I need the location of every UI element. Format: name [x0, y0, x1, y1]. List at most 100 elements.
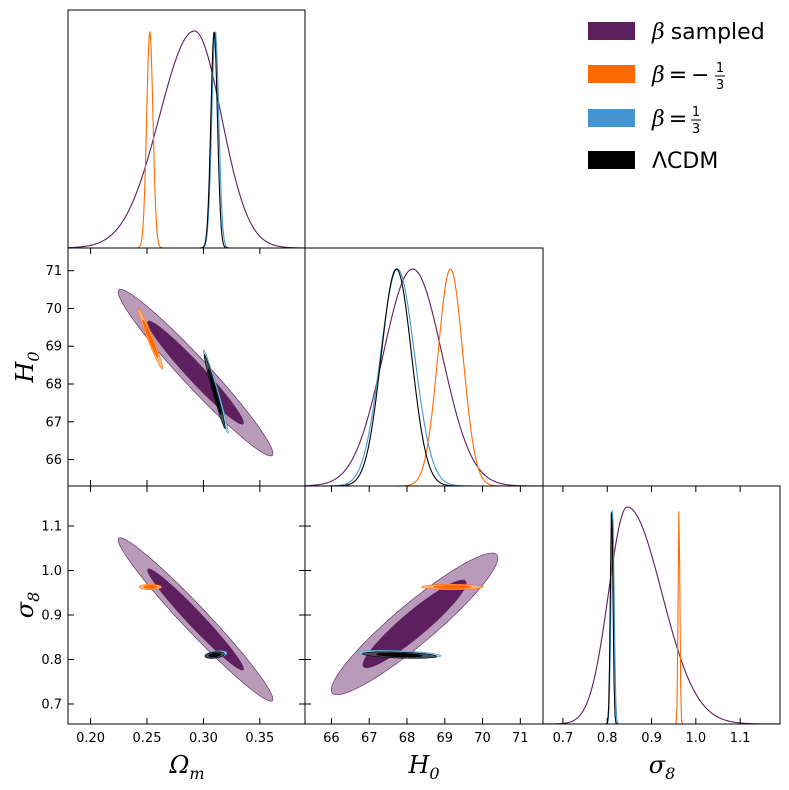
legend-minus: −: [691, 63, 709, 88]
y-tick-label-sigma8-2: 0.9: [41, 609, 62, 624]
axis-title-subscript: 0: [429, 764, 439, 783]
axis-title-subscript: 8: [24, 592, 43, 602]
x-tick-label-omega_m-2: 0.30: [189, 731, 218, 746]
posterior-line-h0-series-3: [305, 268, 543, 486]
y-tick-label-h0-1: 67: [45, 415, 62, 430]
contour-68-series-1: [433, 585, 472, 589]
legend-sampled: sampled: [671, 20, 765, 45]
contour-panel-om_h0: [67, 247, 306, 487]
posterior-line-sigma8-series-2: [543, 510, 780, 724]
legend-beta: β: [651, 20, 665, 45]
posterior-line-h0-series-2: [305, 268, 543, 486]
legend-swatch-3: [588, 151, 635, 169]
axis-title-omega_m: Ωm: [168, 751, 204, 783]
contour-68-series-0: [147, 568, 244, 671]
posterior-line-omega_m-series-2: [68, 30, 305, 248]
panel-frame-sigma8: [542, 485, 781, 725]
legend-fraction-den-1: 3: [716, 78, 724, 93]
x-tick-label-omega_m-0: 0.20: [76, 731, 105, 746]
axis-title-subscript: 8: [665, 764, 675, 783]
x-tick-label-h0-1: 67: [361, 731, 378, 746]
legend-swatch-1: [588, 65, 635, 83]
posterior-line-omega_m-series-0: [68, 30, 305, 248]
posterior-line-sigma8-series-0: [543, 506, 780, 724]
y-tick-label-sigma8-3: 1.0: [41, 564, 62, 579]
contours-om_s8: [117, 537, 274, 702]
axis-title-symbol: H: [407, 751, 430, 779]
y-tick-label-sigma8-1: 0.8: [41, 653, 62, 668]
legend-item-3: ΛCDM: [588, 149, 718, 174]
x-tick-label-sigma8-4: 1.1: [730, 731, 751, 746]
contour-panel-h0_s8: [304, 485, 544, 725]
x-tick-label-omega_m-1: 0.25: [133, 731, 162, 746]
posterior-line-sigma8-series-3: [543, 512, 780, 724]
legend-label-0: β sampled: [651, 20, 765, 45]
posterior-panel-sigma8: [542, 485, 781, 725]
x-tick-label-h0-2: 68: [399, 731, 416, 746]
x-tick-label-sigma8-1: 0.8: [597, 731, 618, 746]
posterior-line-h0-series-0: [305, 268, 543, 486]
axis-title-symbol: Ω: [168, 751, 189, 779]
x-tick-label-sigma8-3: 1.0: [685, 731, 706, 746]
y-tick-label-h0-4: 70: [45, 302, 62, 317]
panel-frame-h0_s8: [304, 485, 544, 725]
posterior-line-sigma8-series-1: [543, 511, 780, 724]
legend-equals: =: [669, 107, 687, 132]
x-tick-label-h0-3: 69: [437, 731, 454, 746]
x-tick-label-h0-0: 66: [323, 731, 340, 746]
contour-68-series-3: [376, 652, 423, 658]
legend-swatch-2: [588, 109, 635, 127]
axis-title-sigma8: σ8: [11, 592, 43, 619]
contour-panel-om_s8: [67, 485, 306, 725]
legend-fraction-den-2: 3: [692, 122, 700, 137]
legend-fraction-num-2: 1: [692, 105, 700, 120]
y-tick-label-h0-2: 68: [45, 378, 62, 393]
legend-swatch-0: [588, 22, 635, 40]
y-tick-label-sigma8-4: 1.1: [41, 520, 62, 535]
legend-item-1: β = −13: [588, 61, 725, 93]
y-tick-label-h0-0: 66: [45, 453, 62, 468]
contour-68-series-3: [208, 652, 221, 658]
contour-68-series-0: [147, 320, 244, 425]
axis-title-subscript: 0: [24, 351, 43, 361]
posterior-curves-h0: [305, 268, 543, 486]
axis-title-subscript: m: [189, 764, 204, 783]
x-tick-label-sigma8-0: 0.7: [553, 731, 574, 746]
axis-title-symbol: σ: [11, 601, 39, 618]
axis-title-symbol: H: [11, 361, 39, 384]
axis-title-h0: H0: [407, 751, 439, 783]
legend-fraction-num-1: 1: [716, 61, 724, 76]
contours-om_h0: [117, 289, 274, 457]
x-tick-label-omega_m-3: 0.35: [245, 731, 274, 746]
posterior-curves-omega_m: [68, 30, 305, 248]
posterior-panel-omega_m: [67, 9, 306, 249]
panels-layer: [67, 9, 781, 725]
panel-frame-omega_m: [67, 9, 306, 249]
legend-beta: β: [651, 107, 665, 132]
x-tick-label-h0-5: 71: [512, 731, 529, 746]
axis-title-sigma8: σ8: [649, 751, 676, 783]
legend-beta: β: [651, 63, 665, 88]
y-tick-label-h0-3: 69: [45, 340, 62, 355]
posterior-line-omega_m-series-1: [68, 31, 305, 248]
axis-title-h0: H0: [11, 351, 43, 383]
posterior-panel-h0: [304, 247, 544, 487]
posterior-line-omega_m-series-3: [68, 31, 305, 248]
posterior-line-h0-series-1: [305, 268, 543, 486]
contour-68-series-1: [143, 585, 158, 589]
y-tick-label-h0-5: 71: [45, 264, 62, 279]
legend-label-2: β =: [651, 107, 687, 132]
x-tick-label-sigma8-2: 0.9: [641, 731, 662, 746]
legend-label-1: β = −: [651, 63, 710, 88]
contour-68-series-1: [142, 319, 159, 358]
legend-item-2: β = 1 3: [588, 105, 701, 137]
legend-label-3: ΛCDM: [652, 149, 718, 174]
y-tick-label-sigma8-0: 0.7: [41, 697, 62, 712]
legend-equals: =: [669, 63, 687, 88]
posterior-curves-sigma8: [543, 506, 780, 724]
ticks-layer: 0.20 0.25 0.30 0.35 66 67 68 69 70 71 0.7 0.8 0.9 1.0…: [41, 248, 750, 746]
legend-item-0: β sampled: [588, 20, 765, 45]
